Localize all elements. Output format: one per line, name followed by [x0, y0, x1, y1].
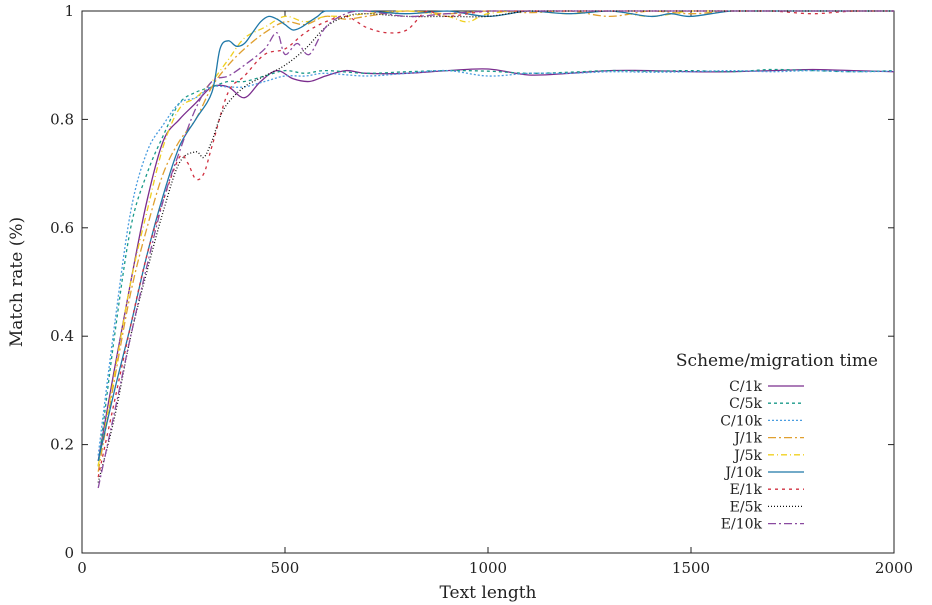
series-line-c-5k	[97, 68, 895, 467]
x-tick-label: 500	[271, 559, 300, 577]
y-tick-label: 0.6	[50, 219, 74, 237]
x-tick-label: 0	[77, 559, 87, 577]
x-tick-label: 1500	[672, 559, 710, 577]
y-tick-label: 0.4	[50, 327, 74, 345]
series-line-j-5k	[97, 10, 894, 467]
series-line-e-1k	[97, 10, 894, 478]
legend-label: E/5k	[730, 499, 763, 515]
legend-label: E/10k	[721, 517, 763, 533]
y-tick-label: 0.8	[50, 110, 74, 128]
legend-title: Scheme/migration time	[676, 351, 878, 371]
y-tick-label: 1	[64, 2, 74, 20]
series-line-j-1k	[97, 10, 894, 472]
legend-label: E/1k	[730, 482, 763, 498]
legend-label: C/10k	[720, 413, 762, 429]
legend-label: C/5k	[729, 396, 762, 412]
series-line-e-5k	[97, 10, 894, 483]
axis-ticks: 0 500 1000 1500 2000 0 0.2 0.4 0.6 0.8 1	[50, 2, 913, 577]
x-tick-label: 2000	[875, 559, 913, 577]
y-tick-label: 0.2	[50, 436, 74, 454]
legend: Scheme/migration time C/1kC/5kC/10kJ/1kJ…	[676, 351, 878, 533]
series-line-j-10k	[97, 10, 894, 462]
series-line-c-10k	[97, 69, 895, 456]
legend-label: J/10k	[723, 465, 762, 481]
legend-label: J/1k	[732, 431, 762, 447]
y-axis-label: Match rate (%)	[7, 217, 27, 347]
legend-label: C/1k	[729, 379, 762, 395]
series-line-e-10k	[97, 10, 894, 489]
series-lines	[97, 10, 895, 489]
x-axis-label: Text length	[439, 583, 536, 603]
y-tick-label: 0	[64, 544, 74, 562]
x-tick-label: 1000	[469, 559, 507, 577]
legend-label: J/5k	[732, 448, 762, 464]
